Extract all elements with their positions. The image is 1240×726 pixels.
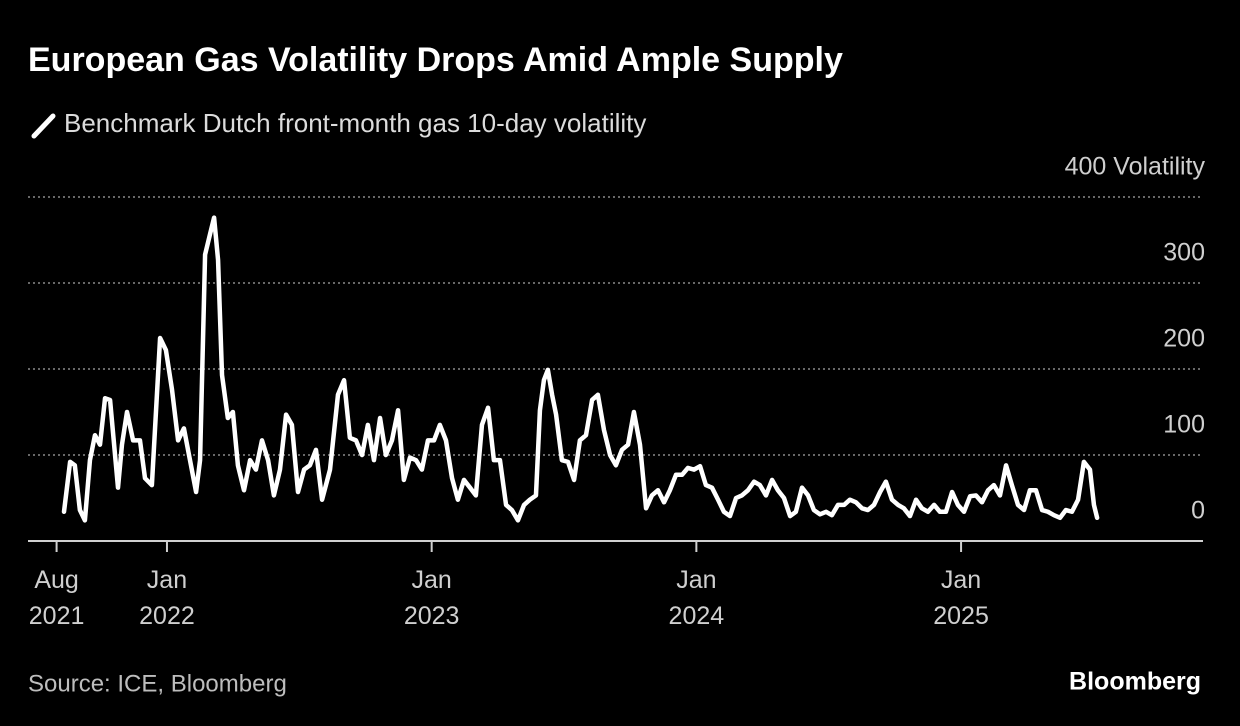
series-line <box>61 215 1100 523</box>
y-tick-label: 100 <box>1163 411 1205 439</box>
x-tick-label: Jan 2023 <box>403 566 460 630</box>
x-tick-label: Jan 2024 <box>668 566 725 630</box>
y-tick-label: 400 Volatility <box>1065 153 1206 181</box>
y-tick-label: 200 <box>1163 325 1205 353</box>
legend-label: Benchmark Dutch front-month gas 10-day v… <box>64 108 646 138</box>
x-tick-label: Jan 2022 <box>139 566 195 630</box>
x-tick-label: Jan 2025 <box>933 566 989 630</box>
logo: Bloomberg <box>1069 668 1201 696</box>
y-tick-label: 300 <box>1163 239 1205 267</box>
chart-title: European Gas Volatility Drops Amid Ample… <box>28 41 843 79</box>
legend-swatch <box>31 113 56 139</box>
source: Source: ICE, Bloomberg <box>28 670 287 697</box>
x-tick-label: Aug 2021 <box>28 566 85 630</box>
y-tick-label: 0 <box>1191 497 1205 525</box>
